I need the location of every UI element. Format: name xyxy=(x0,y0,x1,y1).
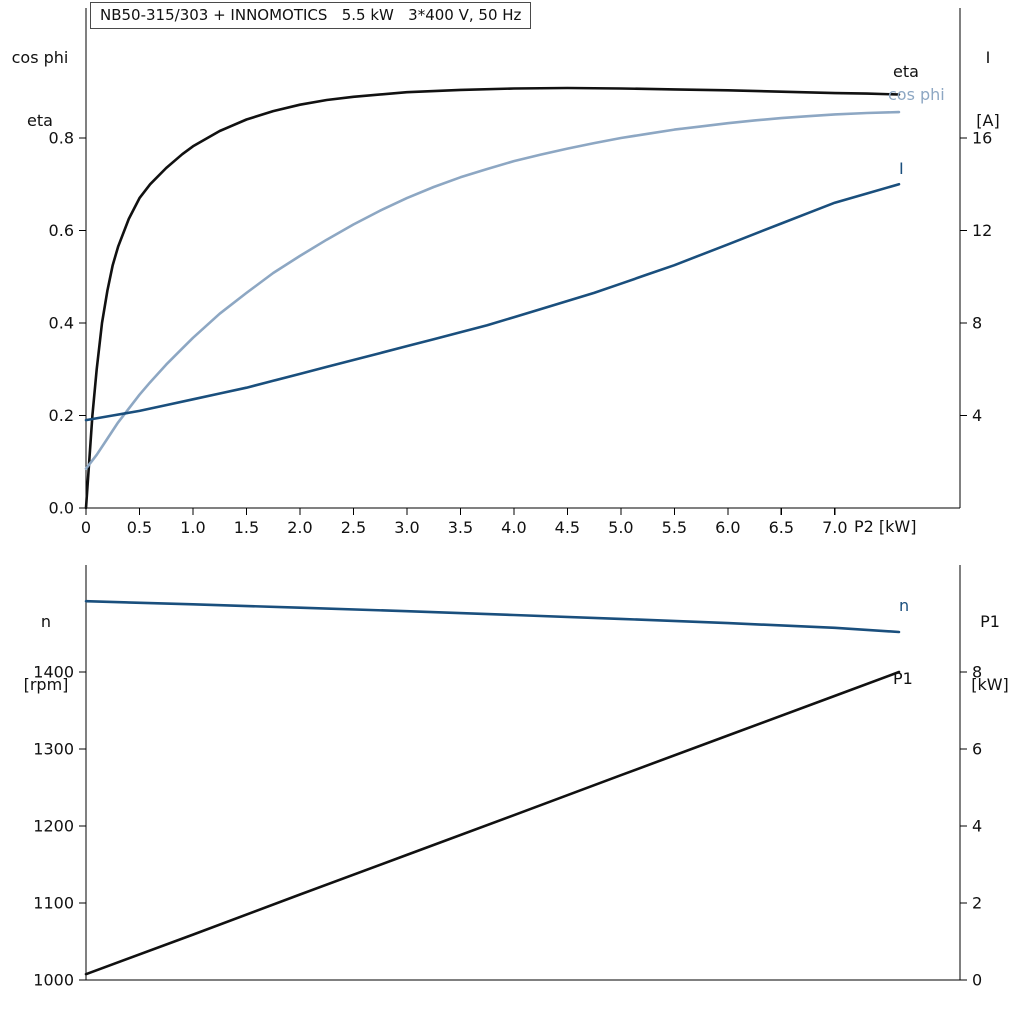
right-axis-title-line1: I xyxy=(985,48,991,67)
right-tick-label: 12 xyxy=(972,221,992,240)
left-tick-label: 0.6 xyxy=(49,221,74,240)
right-axis-title-line2: [kW] xyxy=(971,675,1009,694)
series-curve-I xyxy=(84,182,901,422)
left-axis-title-line2: [rpm] xyxy=(23,675,69,694)
x-tick-label: 2.5 xyxy=(341,518,366,537)
series-curve-n xyxy=(84,599,901,634)
x-axis-unit-label: P2 [kW] xyxy=(854,517,917,536)
x-tick-label: 2.0 xyxy=(287,518,312,537)
series-curve-P1 xyxy=(84,670,901,976)
x-tick-label: 5.5 xyxy=(662,518,687,537)
x-tick-label: 3.0 xyxy=(394,518,419,537)
right-tick-label: 6 xyxy=(972,740,982,759)
left-tick-label: 1200 xyxy=(33,817,74,836)
top-chart-right-axis-title: I [A] xyxy=(960,5,1016,173)
curve-label-speed: n xyxy=(899,596,910,615)
left-tick-label: 1300 xyxy=(33,740,74,759)
x-tick-label: 1.0 xyxy=(180,518,205,537)
x-tick-label: 5.0 xyxy=(608,518,633,537)
right-tick-label: 2 xyxy=(972,894,982,913)
x-tick-label: 6.0 xyxy=(715,518,740,537)
x-tick-label: 0 xyxy=(81,518,91,537)
right-tick-label: 8 xyxy=(972,663,982,682)
left-tick-label: 0.8 xyxy=(49,128,74,147)
x-tick-label: 4.5 xyxy=(555,518,580,537)
motor-performance-chart-layer: 0.0 0.2 0.4 0.6 0.8 4 8 12 16 0 0.5 1.0 1.5 2.0 2.5 3.0… xyxy=(49,8,992,537)
left-tick-label: 1000 xyxy=(33,971,74,990)
left-axis-title-line2: eta xyxy=(27,111,53,130)
left-axis-title-line1: n xyxy=(40,612,52,631)
bottom-chart-left-axis-title: n [rpm] xyxy=(8,569,84,737)
x-tick-label: 0.5 xyxy=(127,518,152,537)
right-tick-label: 4 xyxy=(972,817,982,836)
right-axis-title-line2: [A] xyxy=(976,111,1000,130)
curve-label-input-power: P1 xyxy=(893,669,913,688)
left-tick-label: 1100 xyxy=(33,894,74,913)
speed-power-chart-layer: 1000 1100 1200 1300 1400 0 2 4 6 8 xyxy=(33,565,982,990)
bottom-chart-right-axis-title: P1 [kW] xyxy=(960,569,1020,737)
right-tick-label: 0 xyxy=(972,971,982,990)
left-tick-label: 0.4 xyxy=(49,313,74,332)
x-tick-label: 6.5 xyxy=(769,518,794,537)
x-tick-label: 3.5 xyxy=(448,518,473,537)
curve-label-eta: eta xyxy=(893,62,919,81)
chart-title-box: NB50-315/303 + INNOMOTICS 5.5 kW 3*400 V… xyxy=(90,2,532,29)
right-tick-label: 8 xyxy=(972,313,982,332)
series-curve-eta xyxy=(84,86,901,510)
curve-label-cos-phi: cos phi xyxy=(888,85,945,104)
left-tick-label: 0.0 xyxy=(49,499,74,518)
right-tick-label: 16 xyxy=(972,128,992,147)
top-chart-left-axis-title: cos phi eta xyxy=(2,5,78,173)
right-axis-title-line1: P1 xyxy=(980,612,1000,631)
x-tick-label: 7.0 xyxy=(822,518,847,537)
right-tick-label: 4 xyxy=(972,406,982,425)
left-tick-label: 0.2 xyxy=(49,406,74,425)
series-curve-cos-phi xyxy=(84,110,901,471)
x-tick-label: 1.5 xyxy=(234,518,259,537)
left-axis-title-line1: cos phi xyxy=(11,48,69,67)
left-tick-label: 1400 xyxy=(33,663,74,682)
curve-label-current: I xyxy=(899,159,904,178)
x-tick-label: 4.0 xyxy=(501,518,526,537)
